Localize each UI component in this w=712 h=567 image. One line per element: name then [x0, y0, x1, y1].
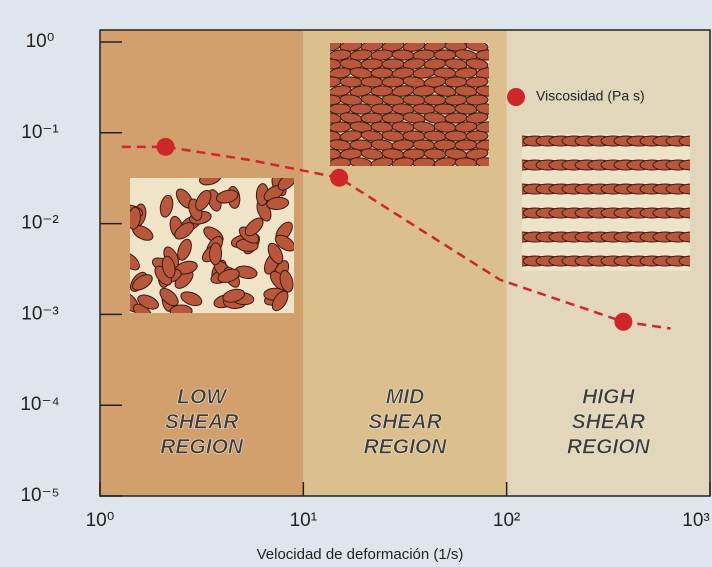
x-tick-label: 10¹ — [290, 510, 317, 531]
y-tick-label: 10⁻² — [21, 213, 59, 234]
region-label: LOW — [177, 386, 228, 409]
region-label: REGION — [160, 436, 244, 459]
region-label: REGION — [567, 436, 651, 459]
region-label: SHEAR — [165, 411, 239, 434]
cell — [455, 140, 477, 151]
x-tick-label: 10² — [493, 510, 520, 531]
region-label: HIGH — [582, 386, 635, 409]
x-axis-label: Velocidad de deformación (1/s) — [257, 546, 464, 563]
cell — [350, 104, 372, 114]
y-tick-label: 10⁻³ — [21, 303, 59, 324]
x-tick-label: 10³ — [682, 510, 709, 531]
cell — [209, 243, 221, 265]
y-tick-label: 10⁻⁵ — [20, 485, 59, 506]
x-tick-label: 10⁰ — [86, 510, 115, 531]
high-shear-illustration — [522, 134, 690, 271]
cell — [445, 131, 467, 141]
region-label: SHEAR — [572, 411, 646, 434]
y-tick-label: 10⁰ — [26, 31, 55, 52]
region-label: MID — [386, 386, 425, 409]
y-tick-label: 10⁻¹ — [21, 122, 59, 143]
region-label: SHEAR — [368, 411, 442, 434]
legend-label: Viscosidad (Pa s) — [536, 88, 645, 104]
chart: LOWSHEARREGIONMIDSHEARREGIONHIGHSHEARREG… — [0, 0, 712, 567]
y-tick-label: 10⁻⁴ — [20, 394, 59, 415]
cell — [382, 77, 404, 87]
region-label: REGION — [364, 436, 448, 459]
legend-marker — [507, 88, 525, 106]
cell — [371, 68, 393, 78]
